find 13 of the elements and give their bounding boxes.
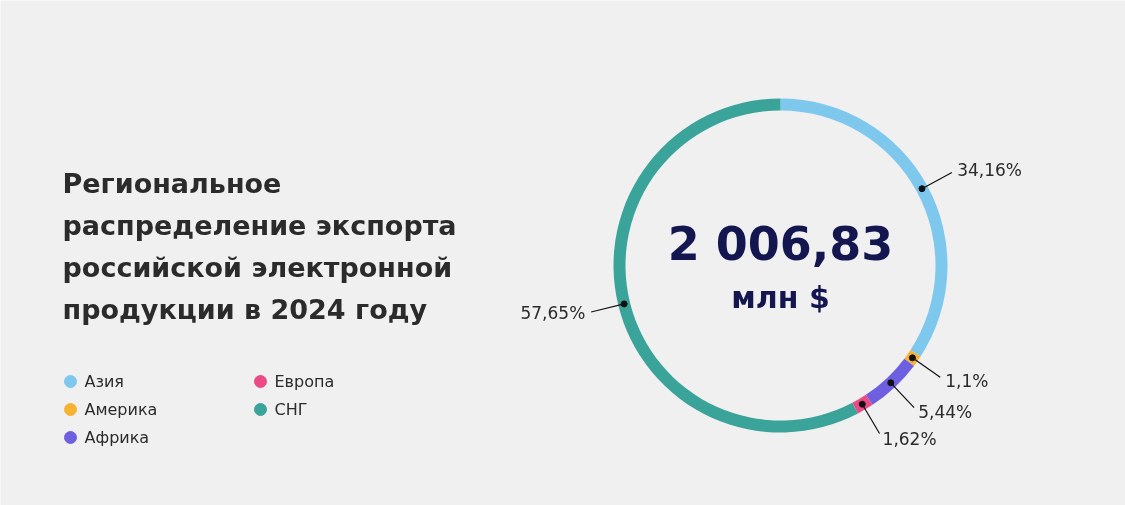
- text: 2 006,83: [667, 216, 894, 271]
- data-label: 5,44%: [918, 401, 973, 422]
- legend-label: Африка: [84, 428, 150, 447]
- legend-label: Америка: [84, 400, 158, 419]
- data-label: 1,1%: [945, 370, 989, 391]
- text: млн $: [731, 280, 830, 315]
- text: Региональное распределение экспорта российской электронной продукции в 2024 году: [62, 168, 457, 325]
- legend-label: СНГ: [274, 400, 308, 419]
- legend-label: Европа: [274, 372, 335, 391]
- legend-label: Азия: [84, 372, 124, 391]
- data-label: 57,65%: [520, 303, 586, 324]
- data-label: 1,62%: [882, 428, 937, 449]
- data-label: 34,16%: [957, 159, 1022, 180]
